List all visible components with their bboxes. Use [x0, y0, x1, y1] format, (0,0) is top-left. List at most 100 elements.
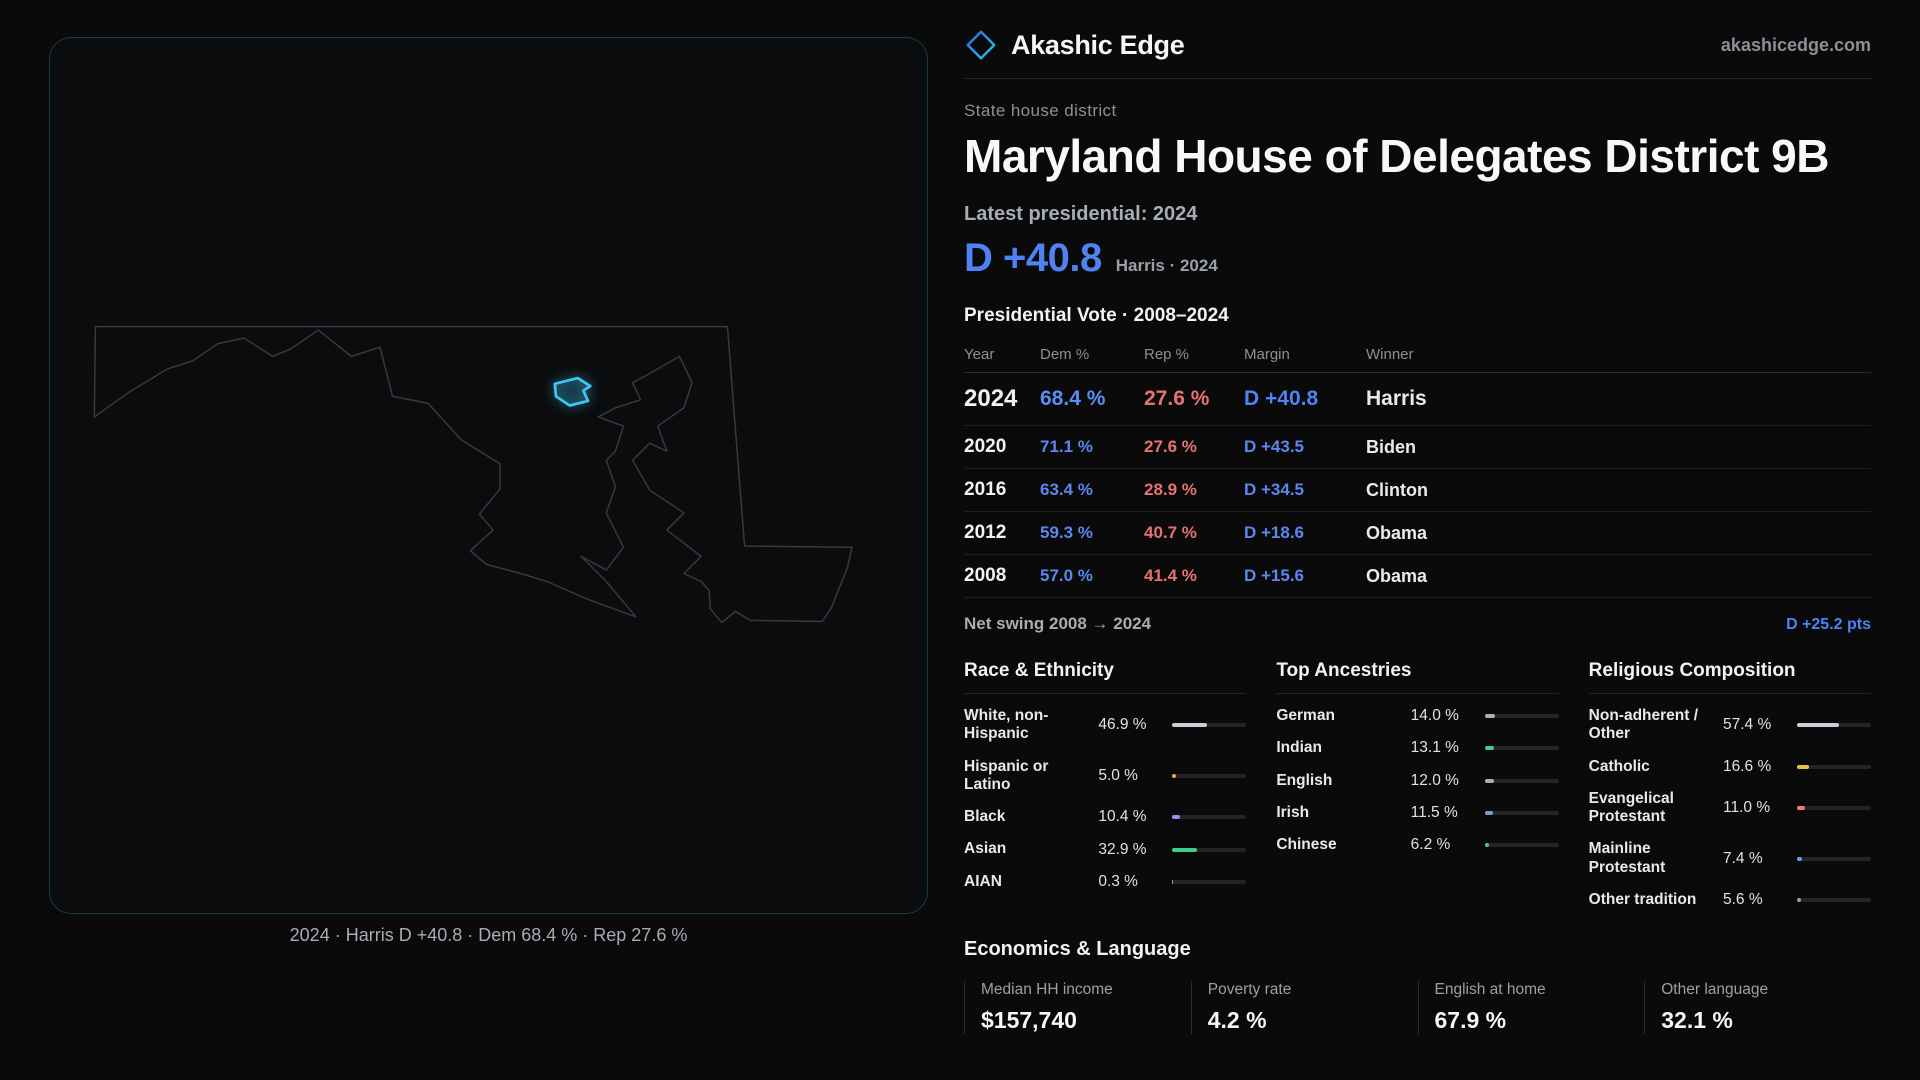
vote-table-header: Year Dem % Rep % Margin Winner: [964, 339, 1871, 373]
demographics-section: Race & Ethnicity White, non-Hispanic 46.…: [964, 660, 1871, 916]
demo-value: 14.0 %: [1410, 707, 1459, 725]
vote-table-title: Presidential Vote · 2008–2024: [964, 305, 1229, 326]
demo-row: English 12.0 %: [1276, 765, 1559, 797]
stat-label: English at home: [1434, 981, 1546, 999]
demo-value: 32.9 %: [1098, 840, 1147, 858]
demo-label: White, non-Hispanic: [964, 707, 1049, 743]
demo-label: Other tradition: [1588, 890, 1697, 908]
vote-row-2016: 2016 63.4 % 28.9 % D +34.5 Clinton: [964, 469, 1871, 512]
stat-label: Poverty rate: [1207, 981, 1292, 999]
demo-row: Indian 13.1 %: [1276, 732, 1559, 764]
demo-value: 12.0 %: [1410, 771, 1459, 789]
stat-value: $157,740: [981, 1007, 1077, 1034]
demo-bar: [1484, 810, 1559, 815]
demo-value: 6.2 %: [1410, 836, 1451, 854]
demo-bar: [1484, 843, 1559, 848]
kicker-label: State house district: [964, 101, 1117, 120]
year-cell: 2016: [964, 479, 1007, 500]
demo-label: Catholic: [1588, 757, 1650, 775]
section-title: Race & Ethnicity: [964, 660, 1247, 694]
state-map: [93, 325, 853, 624]
demo-bar: [1797, 723, 1871, 728]
demo-row: Black 10.4 %: [964, 801, 1247, 833]
headline-margin-row: D +40.8 Harris · 2024: [964, 236, 1871, 281]
headline-margin-value: D +40.8: [964, 236, 1102, 280]
demo-label: English: [1276, 771, 1333, 789]
demo-label: Chinese: [1276, 836, 1337, 854]
demo-row: Non-adherent / Other 57.4 %: [1589, 700, 1871, 751]
demo-value: 5.0 %: [1098, 766, 1138, 784]
economics-stats: Median HH income $157,740 Poverty rate 4…: [964, 981, 1871, 1035]
demo-row: Evangelical Protestant 11.0 %: [1589, 783, 1871, 834]
demo-label: Mainline Protestant: [1588, 840, 1666, 876]
brand-domain-link[interactable]: akashicedge.com: [1720, 34, 1871, 55]
demo-row: White, non-Hispanic 46.9 %: [964, 700, 1247, 751]
rep-pct-cell: 41.4 %: [1144, 566, 1197, 585]
demo-bar: [1797, 806, 1871, 811]
stat-label: Other language: [1661, 981, 1769, 999]
demo-label: Non-adherent / Other: [1588, 707, 1699, 743]
dem-pct-cell: 59.3 %: [1040, 523, 1093, 542]
vote-row-2024: 2024 68.4 % 27.6 % D +40.8 Harris: [964, 373, 1871, 426]
dem-pct-cell: 71.1 %: [1040, 437, 1093, 456]
rep-pct-cell: 27.6 %: [1144, 437, 1197, 456]
brand-logo-icon: [966, 30, 996, 60]
map-caption: 2024 · Harris D +40.8 · Dem 68.4 % · Rep…: [289, 925, 688, 945]
demo-row: Catholic 16.6 %: [1589, 751, 1871, 783]
margin-cell: D +34.5: [1244, 480, 1305, 499]
winner-cell: Harris: [1366, 387, 1427, 410]
demo-value: 57.4 %: [1723, 716, 1772, 734]
dem-pct-cell: 68.4 %: [1040, 387, 1106, 410]
column-header-dem: Dem %: [1040, 346, 1090, 363]
stat-poverty-rate: Poverty rate 4.2 %: [1190, 981, 1418, 1035]
highlighted-district-shape[interactable]: [553, 376, 592, 407]
page-title: Maryland House of Delegates District 9B: [964, 130, 1829, 182]
margin-cell: D +43.5: [1244, 437, 1305, 456]
section-top-ancestries: Top Ancestries German 14.0 % Indian 13.1…: [1276, 660, 1559, 916]
stat-median-hh-income: Median HH income $157,740: [964, 981, 1191, 1035]
dem-pct-cell: 63.4 %: [1040, 480, 1093, 499]
headline-margin-note: Harris · 2024: [1115, 256, 1218, 275]
demo-value: 7.4 %: [1723, 849, 1763, 867]
margin-cell: D +18.6: [1244, 523, 1305, 542]
demo-bar: [1797, 856, 1871, 861]
demo-bar: [1172, 847, 1247, 852]
demo-label: German: [1276, 707, 1335, 724]
demo-value: 11.5 %: [1410, 803, 1458, 821]
demo-label: AIAN: [964, 872, 1002, 890]
vote-row-2020: 2020 71.1 % 27.6 % D +43.5 Biden: [964, 426, 1871, 469]
rep-pct-cell: 27.6 %: [1144, 387, 1210, 410]
demo-label: Hispanic or Latino: [964, 757, 1049, 793]
demo-value: 13.1 %: [1410, 739, 1459, 757]
demo-row: Hispanic or Latino 5.0 %: [964, 751, 1247, 802]
brand-name: Akashic Edge: [1011, 29, 1185, 60]
demo-value: 46.9 %: [1098, 716, 1147, 734]
demo-row: Irish 11.5 %: [1276, 797, 1559, 829]
net-swing-value: D +25.2 pts: [1786, 616, 1871, 633]
demo-bar: [1172, 815, 1247, 820]
section-title: Religious Composition: [1588, 660, 1871, 694]
district-detail-panel: Akashic Edge akashicedge.com State house…: [964, 0, 1871, 1080]
margin-cell: D +15.6: [1244, 566, 1305, 585]
demo-bar: [1484, 746, 1559, 751]
vote-row-2008: 2008 57.0 % 41.4 % D +15.6 Obama: [964, 555, 1871, 598]
maryland-outline: [93, 325, 853, 624]
economics-section-title: Economics & Language: [964, 938, 1191, 961]
stat-label: Median HH income: [981, 981, 1113, 999]
dem-pct-cell: 57.0 %: [1040, 566, 1093, 585]
winner-cell: Obama: [1366, 522, 1428, 543]
demo-row: Mainline Protestant 7.4 %: [1589, 833, 1871, 884]
demo-label: Asian: [964, 840, 1007, 858]
section-religious-composition: Religious Composition Non-adherent / Oth…: [1588, 660, 1871, 916]
stat-value: 32.1 %: [1661, 1007, 1733, 1034]
rep-pct-cell: 40.7 %: [1144, 523, 1197, 542]
demo-bar: [1484, 778, 1559, 783]
year-cell: 2020: [964, 436, 1007, 457]
winner-cell: Biden: [1366, 436, 1417, 457]
demo-bar: [1484, 714, 1559, 719]
demo-row: German 14.0 %: [1276, 700, 1559, 732]
demo-value: 16.6 %: [1723, 757, 1772, 775]
demo-bar: [1797, 898, 1871, 903]
demo-value: 0.3 %: [1098, 872, 1138, 890]
demo-label: Evangelical Protestant: [1588, 789, 1674, 826]
